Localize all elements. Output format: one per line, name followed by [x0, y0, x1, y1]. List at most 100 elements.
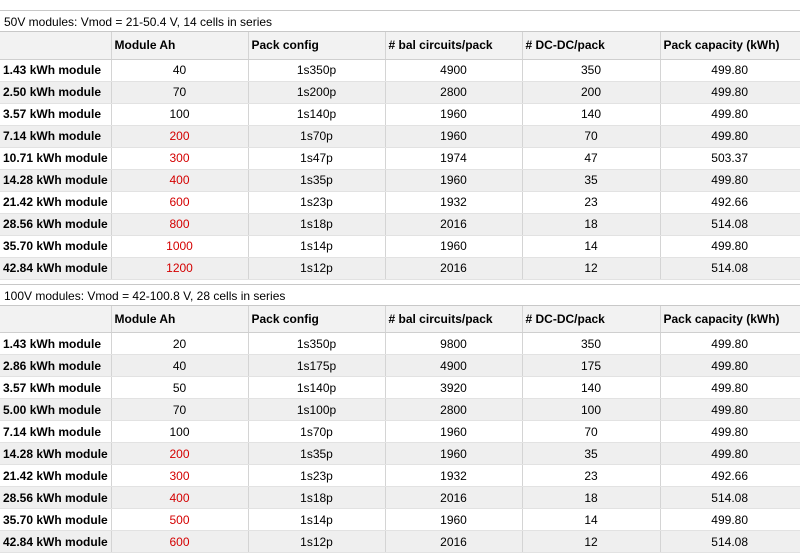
cell-pack-config: 1s23p — [248, 191, 386, 214]
cell-module: 14.28 kWh module — [0, 442, 112, 465]
cell-dcdc: 18 — [522, 486, 661, 509]
cell-module: 3.57 kWh module — [0, 376, 112, 399]
module-table-100v: Module Ah Pack config # bal circuits/pac… — [0, 305, 800, 553]
cell-pack-capacity: 499.80 — [660, 103, 800, 126]
cell-module: 28.56 kWh module — [0, 213, 112, 236]
cell-pack-config: 1s18p — [248, 213, 386, 236]
table-row: 28.56 kWh module 800 1s18p 2016 18 514.08 — [0, 213, 800, 236]
cell-module-ah: 70 — [111, 81, 249, 104]
cell-pack-capacity: 514.08 — [660, 213, 800, 236]
cell-module: 3.57 kWh module — [0, 103, 112, 126]
table-row: 42.84 kWh module 600 1s12p 2016 12 514.08 — [0, 530, 800, 553]
table-row: 7.14 kWh module 100 1s70p 1960 70 499.80 — [0, 420, 800, 443]
cell-dcdc: 18 — [522, 213, 661, 236]
cell-module-ah: 20 — [111, 332, 249, 355]
cell-pack-config: 1s12p — [248, 530, 386, 553]
cell-dcdc: 200 — [522, 81, 661, 104]
cell-pack-capacity: 499.80 — [660, 420, 800, 443]
cell-dcdc: 12 — [522, 257, 661, 280]
cell-bal-circuits: 2800 — [385, 398, 523, 421]
cell-pack-config: 1s200p — [248, 81, 386, 104]
cell-dcdc: 350 — [522, 332, 661, 355]
cell-dcdc: 70 — [522, 420, 661, 443]
column-header-pack-capacity: Pack capacity (kWh) — [660, 305, 800, 333]
cell-module: 1.43 kWh module — [0, 332, 112, 355]
cell-module-ah: 1200 — [111, 257, 249, 280]
cell-bal-circuits: 1960 — [385, 235, 523, 258]
cell-bal-circuits: 2016 — [385, 486, 523, 509]
cell-bal-circuits: 1960 — [385, 442, 523, 465]
cell-module-ah: 40 — [111, 354, 249, 377]
cell-pack-config: 1s70p — [248, 125, 386, 148]
cell-pack-config: 1s140p — [248, 376, 386, 399]
column-header-dcdc: # DC-DC/pack — [522, 305, 661, 333]
cell-dcdc: 14 — [522, 235, 661, 258]
cell-module-ah: 70 — [111, 398, 249, 421]
cell-bal-circuits: 1960 — [385, 169, 523, 192]
cell-pack-config: 1s23p — [248, 464, 386, 487]
cell-pack-config: 1s175p — [248, 354, 386, 377]
cell-bal-circuits: 1960 — [385, 125, 523, 148]
section-title-50v: 50V modules: Vmod = 21-50.4 V, 14 cells … — [0, 10, 800, 32]
cell-pack-capacity: 499.80 — [660, 169, 800, 192]
cell-bal-circuits: 4900 — [385, 59, 523, 82]
cell-dcdc: 23 — [522, 464, 661, 487]
cell-module: 2.86 kWh module — [0, 354, 112, 377]
table-row: 1.43 kWh module 20 1s350p 9800 350 499.80 — [0, 332, 800, 355]
cell-pack-config: 1s47p — [248, 147, 386, 170]
cell-module-ah: 800 — [111, 213, 249, 236]
table-row: 14.28 kWh module 400 1s35p 1960 35 499.80 — [0, 169, 800, 192]
cell-module-ah: 200 — [111, 125, 249, 148]
cell-dcdc: 140 — [522, 103, 661, 126]
cell-pack-capacity: 499.80 — [660, 125, 800, 148]
table-row: 28.56 kWh module 400 1s18p 2016 18 514.08 — [0, 486, 800, 509]
cell-pack-capacity: 499.80 — [660, 376, 800, 399]
cell-bal-circuits: 1932 — [385, 191, 523, 214]
cell-dcdc: 35 — [522, 442, 661, 465]
cell-pack-capacity: 514.08 — [660, 486, 800, 509]
cell-pack-config: 1s140p — [248, 103, 386, 126]
table-header-row: Module Ah Pack config # bal circuits/pac… — [0, 305, 800, 333]
table-row: 2.50 kWh module 70 1s200p 2800 200 499.80 — [0, 81, 800, 104]
table-row: 35.70 kWh module 500 1s14p 1960 14 499.80 — [0, 508, 800, 531]
cell-module-ah: 600 — [111, 191, 249, 214]
cell-module: 35.70 kWh module — [0, 235, 112, 258]
cell-dcdc: 47 — [522, 147, 661, 170]
cell-module: 42.84 kWh module — [0, 257, 112, 280]
cell-bal-circuits: 3920 — [385, 376, 523, 399]
cell-dcdc: 12 — [522, 530, 661, 553]
cell-dcdc: 70 — [522, 125, 661, 148]
cell-pack-capacity: 499.80 — [660, 59, 800, 82]
cell-module-ah: 400 — [111, 169, 249, 192]
cell-bal-circuits: 1932 — [385, 464, 523, 487]
column-header-bal-circuits: # bal circuits/pack — [385, 305, 523, 333]
cell-module: 5.00 kWh module — [0, 398, 112, 421]
cell-bal-circuits: 1960 — [385, 508, 523, 531]
cell-pack-config: 1s14p — [248, 508, 386, 531]
column-header-dcdc: # DC-DC/pack — [522, 32, 661, 60]
cell-module: 1.43 kWh module — [0, 59, 112, 82]
table-row: 14.28 kWh module 200 1s35p 1960 35 499.80 — [0, 442, 800, 465]
cell-pack-config: 1s14p — [248, 235, 386, 258]
cell-bal-circuits: 9800 — [385, 332, 523, 355]
cell-bal-circuits: 2016 — [385, 213, 523, 236]
cell-pack-config: 1s35p — [248, 169, 386, 192]
cell-module: 2.50 kWh module — [0, 81, 112, 104]
table-row: 21.42 kWh module 300 1s23p 1932 23 492.66 — [0, 464, 800, 487]
cell-module-ah: 50 — [111, 376, 249, 399]
cell-module: 10.71 kWh module — [0, 147, 112, 170]
cell-pack-config: 1s18p — [248, 486, 386, 509]
cell-pack-config: 1s350p — [248, 59, 386, 82]
column-header-module — [0, 305, 112, 333]
cell-pack-capacity: 499.80 — [660, 398, 800, 421]
cell-dcdc: 35 — [522, 169, 661, 192]
column-header-pack-config: Pack config — [248, 32, 386, 60]
cell-dcdc: 100 — [522, 398, 661, 421]
cell-pack-capacity: 499.80 — [660, 508, 800, 531]
cell-bal-circuits: 2016 — [385, 257, 523, 280]
cell-pack-capacity: 514.08 — [660, 530, 800, 553]
table-body-50v: 1.43 kWh module 40 1s350p 4900 350 499.80 2.50… — [0, 59, 800, 280]
cell-pack-config: 1s12p — [248, 257, 386, 280]
column-header-pack-config: Pack config — [248, 305, 386, 333]
column-header-module-ah: Module Ah — [111, 32, 249, 60]
